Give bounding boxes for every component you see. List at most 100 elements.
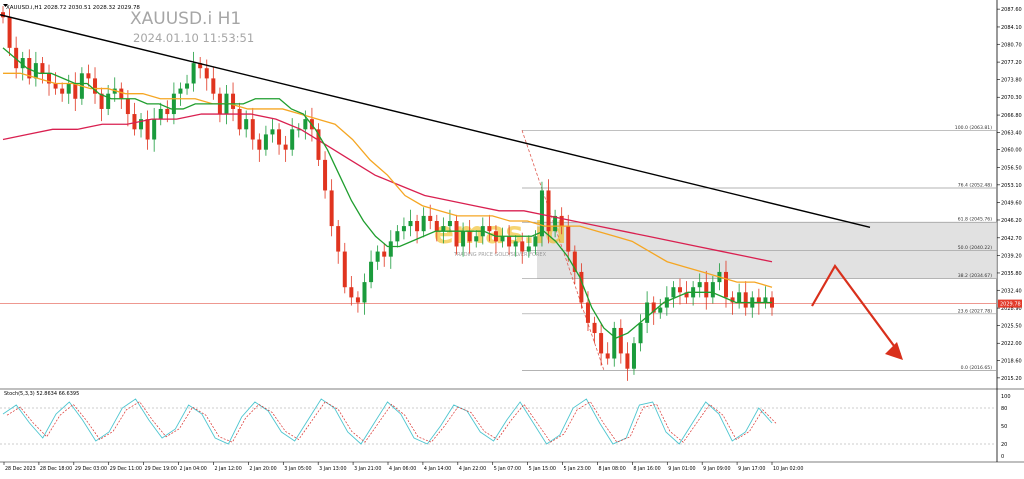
candle-body: [145, 119, 150, 140]
candle-body: [316, 129, 321, 160]
price-tick-label: 2087.60: [1001, 7, 1022, 13]
candle-body: [191, 63, 196, 84]
candle-body: [723, 271, 728, 298]
candle-body: [533, 236, 538, 247]
candle-body: [270, 129, 275, 135]
candle-body: [60, 88, 65, 94]
ma-slow-line: [2, 113, 773, 263]
fibonacci-levels: 100.0 (2063.81) 76.4 (2052.48) 61.8 (2045.…: [522, 125, 997, 371]
fib-label: 76.4 (2052.48): [958, 182, 992, 188]
candle-body: [244, 119, 249, 130]
candle-body: [237, 108, 242, 130]
ohlc-line: XAUUSD.i,H1 2028.72 2030.51 2028.32 2029…: [6, 5, 140, 11]
time-tick-label: 3 Jan 21:00: [354, 466, 381, 472]
candle-body: [500, 236, 505, 242]
candle-body: [99, 93, 104, 109]
candle-body: [467, 231, 472, 242]
time-tick-label: 5 Jan 07:00: [494, 466, 521, 472]
symbol-title: XAUUSD.i H1: [130, 9, 241, 29]
candle-body: [7, 17, 12, 48]
price-tick-label: 2053.10: [1001, 183, 1022, 189]
candle-body: [454, 221, 459, 247]
candle-body: [539, 190, 544, 237]
candle-body: [730, 297, 735, 303]
candle-body: [106, 93, 111, 109]
candle-body: [290, 129, 295, 150]
time-tick-label: 28 Dec 2023: [5, 466, 36, 472]
fib-label: 23.6 (2027.78): [958, 308, 992, 314]
candle-body: [566, 226, 571, 252]
candle-body: [592, 322, 597, 334]
candle-body: [737, 292, 742, 303]
candle-body: [283, 144, 288, 150]
candle-body: [671, 287, 676, 298]
timestamp: 2024.01.10 11:53:51: [133, 31, 254, 45]
candle-body: [618, 327, 623, 354]
candle-body: [434, 221, 439, 232]
candle-body: [677, 287, 682, 293]
price-tick-label: 2073.80: [1001, 77, 1022, 83]
candle-body: [165, 108, 170, 115]
candle-body: [66, 83, 71, 94]
fib-label: 100.0 (2063.81): [955, 125, 992, 131]
candle-body: [336, 226, 341, 252]
candle-body: [132, 114, 137, 130]
time-tick-label: 8 Jan 08:00: [598, 466, 625, 472]
candle-body: [546, 190, 551, 232]
stoch-tick-label: 100: [1001, 394, 1011, 400]
ma-fast-line: [2, 47, 772, 339]
fib-label: 50.0 (2040.22): [958, 245, 992, 251]
stoch-main-line: [2, 398, 773, 445]
candle-body: [513, 241, 518, 247]
candle-body: [415, 221, 420, 232]
time-axis: 28 Dec 2023 28 Dec 18:00 29 Dec 03:00 29 De…: [3, 462, 803, 472]
price-tick-label: 2025.50: [1001, 323, 1022, 329]
candle-body: [441, 226, 446, 232]
price-tick-label: 2022.00: [1001, 341, 1022, 347]
candle-body: [342, 251, 347, 288]
candle-body: [401, 226, 406, 232]
candle-body: [263, 134, 268, 150]
price-tick-label: 2056.50: [1001, 166, 1022, 172]
time-tick-label: 3 Jan 05:00: [284, 466, 311, 472]
arrow-head: [885, 342, 903, 360]
candle-body: [53, 83, 58, 89]
candle-body: [638, 322, 643, 344]
candle-body: [756, 297, 761, 303]
collapse-icon[interactable]: [3, 4, 8, 7]
candle-body: [507, 236, 512, 247]
candle-body: [388, 241, 393, 257]
price-tick-label: 2035.80: [1001, 271, 1022, 277]
candle-body: [20, 58, 25, 69]
candle-body: [664, 297, 669, 308]
ma-mid-line: [3, 72, 773, 288]
candle-body: [487, 226, 492, 232]
candle-body: [158, 108, 163, 120]
candle-body: [763, 297, 768, 303]
price-tick-label: 2063.40: [1001, 130, 1022, 136]
candle-body: [559, 215, 564, 227]
candle-body: [198, 63, 203, 69]
time-tick-label: 28 Dec 18:00: [40, 466, 72, 472]
price-tick-label: 2046.20: [1001, 218, 1022, 224]
watermark-tagline: TRADING PRICE GOLD/SILVER FOREX: [453, 252, 547, 258]
candle-body: [421, 215, 426, 232]
candle-body: [651, 302, 656, 313]
candle-body: [645, 302, 650, 323]
candle-body: [474, 236, 479, 242]
candle-body: [257, 139, 262, 150]
stoch-tick-label: 0: [1001, 454, 1004, 460]
candle-body: [408, 221, 413, 227]
candle-body: [461, 231, 466, 247]
time-tick-label: 2 Jan 12:00: [214, 466, 241, 472]
stoch-tick-label: 50: [1001, 424, 1007, 430]
stoch-tick-label: 20: [1001, 442, 1007, 448]
candle-body: [73, 83, 78, 99]
time-tick-label: 29 Dec 11:00: [110, 466, 142, 472]
projection-arrow: [811, 263, 903, 360]
candle-body: [171, 93, 176, 115]
fib-label: 0.0 (2016.65): [961, 365, 993, 371]
moving-averages: [2, 47, 773, 339]
